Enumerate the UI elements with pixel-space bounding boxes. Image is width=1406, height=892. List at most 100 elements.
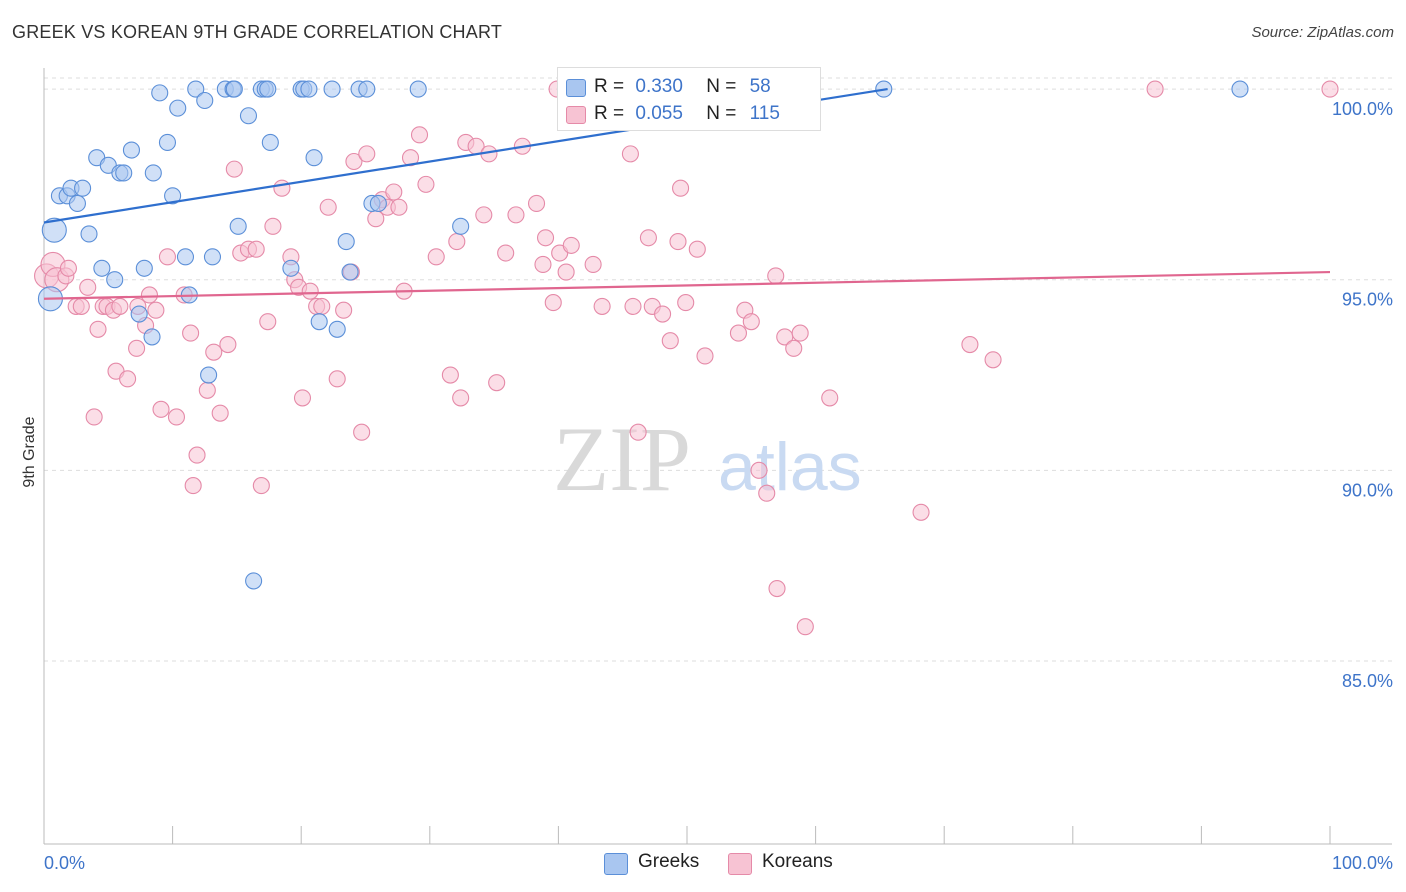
greek-point (135, 259, 153, 277)
greek-point (196, 91, 214, 110)
korean-point (544, 294, 562, 312)
watermark: ZIP atlas (553, 408, 862, 510)
korean-point (742, 313, 760, 331)
y-tick-label: 90.0% (1342, 480, 1393, 500)
chart-title: GREEK VS KOREAN 9TH GRADE CORRELATION CH… (12, 22, 503, 42)
korean-point (729, 324, 747, 342)
greeks-n-label: N = (706, 76, 737, 97)
x-tick-label-max: 100.0% (1332, 853, 1393, 873)
greek-point (229, 217, 247, 235)
legend: R = 0.330 N = 58 R = 0.055 N = 115 (557, 67, 821, 131)
koreans-points (34, 80, 1339, 636)
korean-point (219, 335, 237, 354)
greek-point (369, 194, 387, 212)
korean-point (624, 297, 642, 315)
greek-point (169, 99, 187, 117)
korean-point (796, 618, 814, 636)
greek-point (245, 572, 263, 590)
greek-point (225, 80, 243, 98)
koreans-r-value: 0.055 (635, 103, 683, 124)
korean-point (225, 160, 243, 178)
korean-point (259, 313, 277, 331)
greek-point (259, 80, 277, 98)
korean-point (167, 408, 186, 426)
axes (43, 68, 1392, 845)
korean-point (72, 297, 90, 315)
korean-point (140, 286, 159, 304)
korean-point (328, 370, 346, 388)
koreans-r-label: R = (594, 103, 625, 124)
korean-point (497, 244, 515, 262)
korean-point (353, 423, 371, 441)
greeks-legend-label: Greeks (638, 851, 700, 872)
korean-point (85, 408, 103, 426)
korean-point (639, 229, 657, 247)
watermark-atlas: atlas (718, 429, 862, 505)
axis-labels: 100.0% 95.0% 90.0% 85.0% 0.0% 100.0% 9th Grade (21, 99, 1393, 873)
korean-point (264, 217, 282, 235)
greek-point (130, 305, 148, 323)
korean-point (912, 503, 930, 521)
korean-point (768, 579, 786, 598)
x-tick-label-min: 0.0% (44, 853, 85, 873)
korean-point (507, 206, 525, 224)
korean-point (128, 339, 146, 357)
greeks-r-value: 0.330 (635, 76, 683, 97)
korean-point (198, 381, 216, 399)
greek-point (68, 194, 86, 212)
korean-point (557, 263, 575, 281)
watermark-zip: ZIP (553, 408, 691, 510)
greek-point (328, 320, 346, 338)
koreans-swatch (566, 106, 586, 124)
koreans-n-label: N = (706, 103, 737, 124)
korean-point (184, 477, 202, 495)
koreans-trend-line (43, 270, 1331, 300)
korean-point (390, 198, 408, 216)
korean-point (696, 347, 714, 365)
greek-point (1231, 80, 1249, 98)
greek-point (122, 141, 140, 159)
korean-point (984, 351, 1002, 369)
korean-point (758, 484, 776, 502)
greek-point (151, 84, 169, 102)
korean-point (147, 301, 165, 319)
korean-point (688, 240, 706, 258)
korean-point (345, 152, 363, 171)
korean-point (158, 248, 177, 266)
y-tick-label: 100.0% (1332, 99, 1393, 119)
koreans-n-value: 115 (749, 103, 780, 124)
korean-point (654, 305, 672, 323)
korean-point (1146, 80, 1164, 98)
greek-point (41, 217, 67, 243)
korean-point (79, 278, 97, 296)
greek-point (452, 217, 470, 235)
greek-point (176, 248, 195, 266)
korean-point (475, 206, 493, 224)
korean-point (821, 389, 839, 407)
korean-point (791, 324, 809, 342)
greek-point (310, 313, 328, 331)
greek-point (74, 179, 92, 197)
greek-point (261, 133, 279, 151)
korean-point (385, 183, 403, 201)
korean-point (89, 320, 107, 338)
bottom-legend-koreans[interactable]: Koreans (728, 851, 833, 875)
korean-point (358, 145, 376, 163)
korean-point (301, 282, 319, 300)
korean-point (448, 233, 466, 251)
korean-point (677, 294, 695, 312)
korean-point (621, 145, 639, 163)
bottom-legend-greeks[interactable]: Greeks (604, 851, 700, 875)
korean-point (488, 374, 506, 392)
greeks-n-value: 58 (749, 76, 771, 97)
korean-point (629, 423, 647, 441)
greek-point (200, 366, 218, 384)
korean-point (293, 389, 312, 407)
korean-point (661, 332, 679, 350)
korean-point (182, 324, 200, 342)
greek-point (115, 164, 133, 182)
korean-point (119, 370, 137, 388)
korean-point (534, 255, 552, 274)
gridlines (44, 77, 1392, 662)
